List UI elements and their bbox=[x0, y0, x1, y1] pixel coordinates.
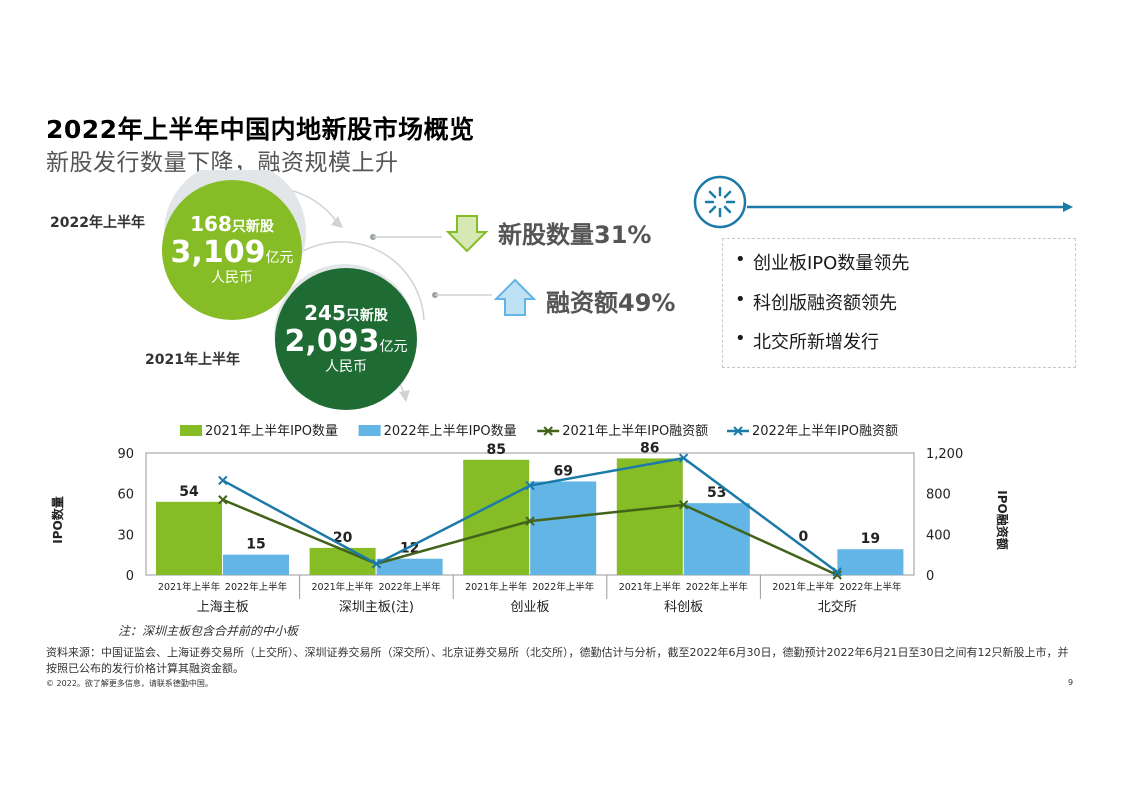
page-title: 2022年上半年中国内地新股市场概览 bbox=[46, 115, 475, 144]
legend-entry: 2022年上半年IPO融资额 bbox=[752, 424, 898, 439]
stat-connectors bbox=[370, 234, 492, 298]
y-left-label: IPO数量 bbox=[50, 496, 65, 543]
x-sub-label: 2021年上半年 bbox=[312, 581, 375, 593]
bar-data-label: 54 bbox=[179, 484, 199, 500]
series-point bbox=[218, 475, 228, 486]
currency-2022: 人民币 bbox=[211, 269, 253, 286]
bar bbox=[530, 481, 597, 575]
bar-data-label: 20 bbox=[333, 530, 353, 546]
legend-entry: 2021年上半年IPO数量 bbox=[205, 424, 338, 439]
arrow-down-icon bbox=[446, 215, 488, 253]
arrow-up-icon bbox=[494, 278, 536, 316]
page-number: 9 bbox=[1068, 678, 1074, 687]
x-sub-label: 2021年上半年 bbox=[158, 581, 221, 593]
series-point bbox=[525, 516, 535, 526]
series-point bbox=[678, 500, 689, 510]
bar bbox=[616, 458, 683, 575]
legend-swatch bbox=[358, 425, 381, 436]
series-point bbox=[218, 495, 228, 505]
y-right-tick: 400 bbox=[926, 528, 951, 543]
legend-swatch bbox=[543, 426, 553, 436]
amount-2022: 3,109 bbox=[170, 234, 266, 270]
highlights-panel: 创业板IPO数量领先 科创版融资额领先 北交所新增发行 bbox=[722, 238, 1076, 368]
amount-unit-2022: 亿元 bbox=[265, 249, 294, 266]
bar bbox=[376, 558, 443, 575]
bar bbox=[223, 554, 289, 575]
bar bbox=[309, 547, 376, 575]
count-unit-2021: 只新股 bbox=[345, 308, 388, 325]
amount-unit-2021: 亿元 bbox=[379, 338, 408, 355]
bar-data-label: 19 bbox=[861, 531, 880, 547]
y-right-label: IPO融资额 bbox=[995, 490, 1010, 549]
x-sub-label: 2022年上半年 bbox=[532, 581, 595, 593]
bar-data-label: 86 bbox=[640, 440, 659, 456]
year-label-2021: 2021年上半年 bbox=[145, 352, 240, 368]
x-sub-label: 2021年上半年 bbox=[619, 581, 682, 593]
x-category-label: 北交所 bbox=[818, 599, 857, 615]
highlight-item: 北交所新增发行 bbox=[735, 328, 879, 354]
legend-entry: 2021年上半年IPO融资额 bbox=[562, 424, 708, 439]
x-category-label: 上海主板 bbox=[197, 600, 249, 615]
series-point bbox=[371, 559, 382, 569]
bar bbox=[837, 549, 904, 575]
legend-entry: 2022年上半年IPO数量 bbox=[384, 424, 517, 439]
y-right-tick: 1,200 bbox=[926, 447, 963, 462]
bar bbox=[683, 503, 750, 575]
ipo-chart: 0 30 60 90 0 400 800 1,200 IPO数量 IPO融资额 54 20 85 86 0 1… bbox=[50, 424, 1010, 615]
y-right-tick: 0 bbox=[926, 569, 934, 584]
y-left-tick: 30 bbox=[117, 528, 134, 543]
source-text: 资料来源：中国证监会、上海证券交易所（上交所）、深圳证券交易所（深交所）、北京证… bbox=[46, 646, 1069, 675]
highlight-item: 创业板IPO数量领先 bbox=[735, 249, 909, 275]
bar-data-label: 85 bbox=[486, 442, 505, 458]
spark-icon bbox=[693, 175, 747, 229]
x-category-label: 深圳主板(注) bbox=[339, 600, 414, 615]
bar-data-label: 53 bbox=[707, 485, 726, 501]
year-label-2022: 2022年上半年 bbox=[50, 215, 145, 231]
bar-data-label: 15 bbox=[246, 537, 265, 553]
summary-circle-2021: 245只新股 2,093亿元 人民币 bbox=[275, 268, 417, 410]
x-sub-label: 2022年上半年 bbox=[686, 581, 749, 593]
highlights-header bbox=[693, 175, 1073, 229]
series-point bbox=[832, 570, 842, 580]
series-point bbox=[678, 453, 689, 463]
bar bbox=[463, 459, 530, 575]
copyright: © 2022。欲了解更多信息，请联系德勤中国。 bbox=[46, 679, 213, 688]
x-category-label: 科创板 bbox=[664, 600, 703, 615]
x-sub-label: 2022年上半年 bbox=[225, 581, 288, 593]
bar bbox=[156, 501, 222, 575]
x-sub-label: 2021年上半年 bbox=[772, 581, 835, 593]
plot-frame bbox=[145, 452, 915, 576]
stat-ipo-amount-change: 融资额49% bbox=[546, 289, 676, 317]
count-2021: 245 bbox=[304, 301, 346, 326]
series-point bbox=[832, 567, 842, 577]
currency-2021: 人民币 bbox=[325, 358, 367, 375]
x-sub-label: 2022年上半年 bbox=[379, 581, 442, 593]
count-2022: 168 bbox=[190, 212, 232, 237]
y-left-tick: 90 bbox=[117, 447, 134, 462]
x-category-label: 创业板 bbox=[510, 600, 549, 615]
y-right-tick: 800 bbox=[926, 488, 951, 503]
highlight-item: 科创版融资额领先 bbox=[735, 289, 897, 315]
x-sub-label: 2022年上半年 bbox=[839, 581, 902, 593]
series-point bbox=[525, 480, 535, 491]
summary-circle-2022: 168只新股 3,109亿元 人民币 bbox=[162, 180, 302, 320]
bar-data-label: 0 bbox=[799, 529, 809, 545]
legend-swatch bbox=[180, 425, 202, 436]
y-left-tick: 0 bbox=[126, 569, 134, 584]
stat-ipo-count-change: 新股数量31% bbox=[498, 221, 652, 249]
legend-swatch bbox=[733, 426, 743, 436]
chart-note: 注：深圳主板包含合并前的中小板 bbox=[118, 624, 299, 638]
amount-2021: 2,093 bbox=[284, 323, 380, 359]
count-unit-2022: 只新股 bbox=[231, 219, 274, 236]
bar-data-label: 69 bbox=[553, 463, 572, 479]
y-left-tick: 60 bbox=[117, 488, 134, 503]
x-sub-label: 2021年上半年 bbox=[465, 581, 528, 593]
